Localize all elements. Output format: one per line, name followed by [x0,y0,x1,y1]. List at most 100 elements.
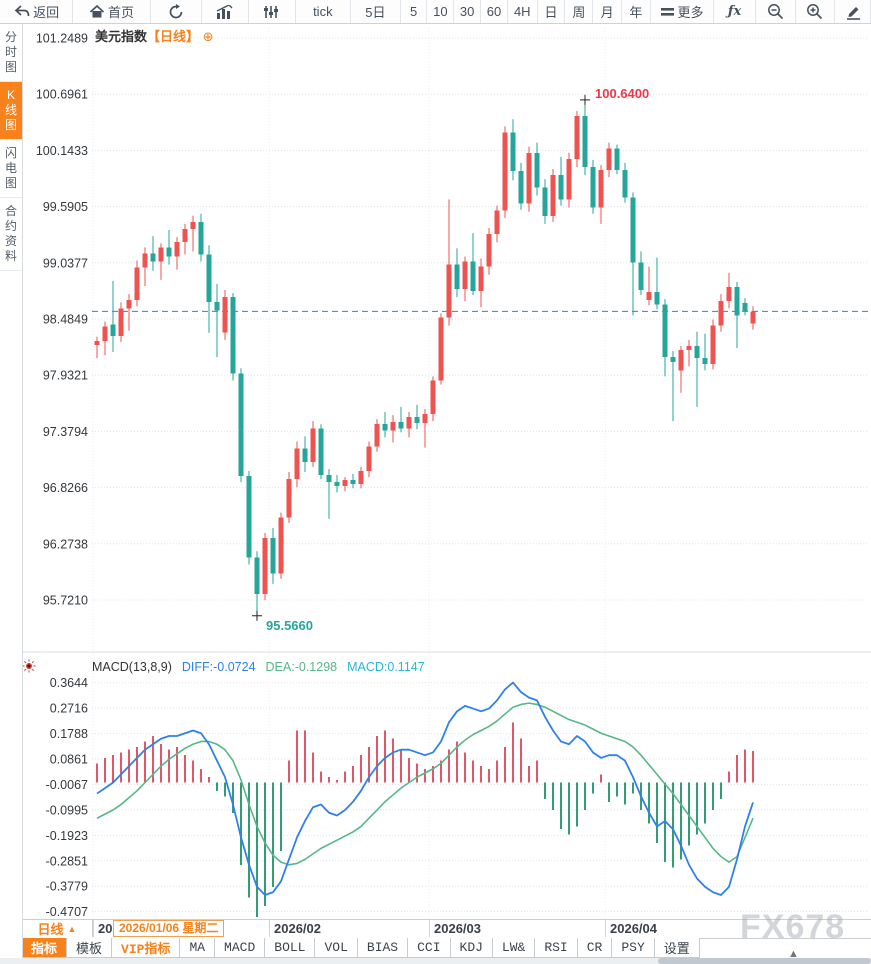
indicator-tab-CR[interactable]: CR [577,938,613,957]
zoom-in-icon [806,3,823,20]
horizontal-scrollbar-track[interactable] [0,958,871,964]
macd-y-tick: -0.1923 [46,829,88,843]
period-selector-button[interactable]: 日线 ▲ [22,920,93,937]
symbol-title: 美元指数 [95,29,148,44]
toolbar-interval-10-label: 10 [433,4,448,19]
toolbar-sliders-icon[interactable] [249,0,296,23]
macd-diff-line [96,681,754,896]
main-y-tick: 101.2489 [36,32,88,46]
sidebar-item-闪电图[interactable]: 闪电图 [0,140,22,198]
macd-y-tick: -0.4707 [46,905,88,919]
toolbar-interval-60-button[interactable]: 60 [481,0,508,23]
toolbar-interval-10-button[interactable]: 10 [427,0,455,23]
bar-chart-icon [216,4,234,19]
toolbar-interval-month-label: 月 [600,5,614,20]
toolbar-interval-4h-button[interactable]: 4H [508,0,538,23]
toolbar-interval-month-button[interactable]: 月 [593,0,623,23]
toolbar-bar-chart-icon[interactable] [202,0,249,23]
period-tag: 【日线】 [147,29,200,44]
main-y-tick: 99.5905 [43,200,88,214]
main-y-tick: 100.1433 [36,144,88,158]
indicator-tab-RSI[interactable]: RSI [535,938,578,957]
high-price-annotation: 100.6400 [595,86,649,101]
toolbar-interval-year-button[interactable]: 年 [622,0,651,23]
toolbar-interval-30-button[interactable]: 30 [454,0,482,23]
toolbar-more-button[interactable]: 更多 [651,0,715,23]
macd-y-tick: -0.2851 [46,854,88,868]
indicator-tab-模板[interactable]: 模板 [67,938,113,957]
toolbar-tick-button[interactable]: tick [296,0,352,23]
candlestick-series [94,99,756,616]
indicator-tab-VIP指标[interactable]: VIP指标 [112,938,181,957]
toolbar-back-label: 返回 [33,5,60,20]
main-y-tick: 95.7210 [43,593,88,607]
macd-hist-value: MACD:0.1147 [347,660,425,674]
pencil-icon [845,4,861,20]
indicator-tab-BOLL[interactable]: BOLL [265,938,316,957]
sidebar-item-K线图[interactable]: K线图 [0,82,22,140]
indicator-tab-KDJ[interactable]: KDJ [450,938,493,957]
add-indicator-icon[interactable]: ⊕ [202,29,214,44]
toolbar-tick-label: tick [313,4,333,19]
macd-y-tick: 0.0861 [50,752,88,766]
toolbar-interval-5-button[interactable]: 5 [401,0,428,23]
macd-y-tick: 0.2716 [50,702,88,716]
toolbar-interval-30-label: 30 [459,4,475,19]
left-sidebar: 分时图 K线图闪电图合约资料 [0,24,23,958]
sidebar-item-label: 闪电图 [4,146,17,190]
toolbar-home-button[interactable]: 首页 [73,0,151,23]
refresh-icon [168,3,184,20]
macd-y-tick: -0.3779 [46,880,88,894]
indicator-tab-CCI[interactable]: CCI [408,938,451,957]
menu-icon [660,7,675,17]
chevron-up-icon: ▲ [67,923,77,934]
toolbar-interval-year-label: 年 [629,5,643,20]
macd-diff-value: DIFF:-0.0724 [181,660,256,674]
toolbar-fx-button[interactable]: ƒx [714,0,756,23]
toolbar-draw-icon[interactable] [835,0,871,23]
crosshair-date-tooltip: 2026/01/06 星期二 [113,920,225,937]
toolbar-more-label: 更多 [677,5,704,20]
toolbar-refresh-icon[interactable] [151,0,203,23]
indicator-tab-MA[interactable]: MA [180,938,216,957]
sidebar-item-合约资料[interactable]: 合约资料 [0,198,22,271]
macd-y-tick: -0.0067 [46,778,88,792]
indicator-tab-PSY[interactable]: PSY [612,938,655,957]
main-y-tick: 98.4849 [43,313,88,327]
sidebar-item-label: K线图 [4,88,17,132]
indicator-tab-指标[interactable]: 指标 [22,938,68,957]
indicator-toolbar: 指标 模板 VIP指标 MA MACD BOLL VOL BIAS CCI KDJ LW& RSI CR… [22,938,700,958]
indicator-target-icon[interactable] [22,659,36,678]
sidebar-item-label: 合约资料 [4,204,17,263]
home-icon [89,4,105,19]
toolbar-range-5d-label: 5日 [365,5,386,20]
indicator-tab-LW&[interactable]: LW& [492,938,536,957]
toolbar-interval-week-label: 周 [572,5,586,20]
toolbar-back-button[interactable]: 返回 [0,0,74,23]
indicator-tab-MACD[interactable]: MACD [215,938,266,957]
main-y-tick: 99.0377 [43,256,88,270]
macd-y-tick: 0.3644 [50,676,88,690]
low-price-annotation: 95.5660 [266,618,313,633]
top-toolbar: 返回 首页 tick 5日 5 10 30 60 4H 日周月年 更多 ƒx [0,0,871,24]
toolbar-interval-5-label: 5 [409,4,418,19]
sidebar-item-分时图[interactable]: 分时图 [0,24,22,82]
macd-histogram [96,722,754,917]
toolbar-interval-day-label: 日 [544,5,558,20]
toolbar-interval-week-button[interactable]: 周 [565,0,594,23]
indicator-tab-BIAS[interactable]: BIAS [357,938,409,957]
toolbar-fx-label: ƒx [727,4,742,19]
indicator-tab-VOL[interactable]: VOL [315,938,358,957]
toolbar-interval-day-button[interactable]: 日 [538,0,566,23]
main-y-tick: 100.6961 [36,88,88,102]
indicator-tab-设置[interactable]: 设置 [654,938,700,957]
toolbar-range-5d-button[interactable]: 5日 [351,0,401,23]
scroll-up-arrow-icon[interactable]: ▲ [788,948,799,960]
toolbar-zoom-out-icon[interactable] [756,0,796,23]
toolbar-zoom-in-icon[interactable] [796,0,836,23]
macd-y-tick: -0.0995 [46,803,88,817]
horizontal-scrollbar-thumb[interactable] [658,958,871,964]
macd-dea-value: DEA:-0.1298 [265,660,338,674]
sliders-icon [263,5,281,19]
